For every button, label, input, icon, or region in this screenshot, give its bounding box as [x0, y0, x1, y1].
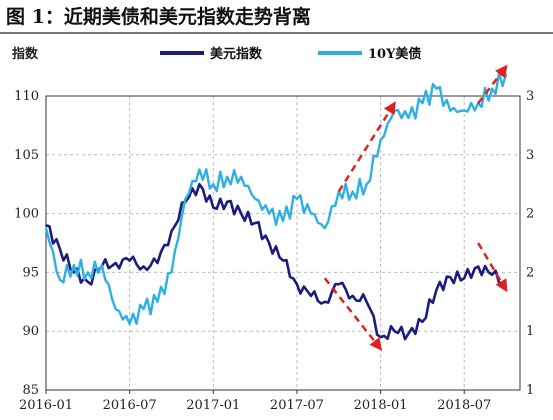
data-point	[393, 330, 396, 333]
data-point	[198, 183, 201, 185]
data-point	[365, 183, 368, 185]
data-point	[505, 73, 507, 75]
data-point	[393, 109, 396, 112]
x-tick-label: 2017-01	[186, 398, 240, 413]
y2-tick-label: 1	[526, 324, 534, 339]
data-point	[324, 301, 326, 303]
data-point	[407, 117, 410, 119]
chart-title: 图 1：近期美债和美元指数走势背离	[0, 0, 553, 34]
y-tick-label: 90	[22, 324, 39, 339]
trend-arrow	[323, 277, 383, 351]
legend-label: 美元指数	[210, 46, 263, 62]
data-point	[351, 190, 354, 193]
x-tick-label: 2018-07	[437, 398, 491, 413]
data-point	[59, 278, 61, 281]
data-point	[226, 176, 229, 178]
data-point	[407, 332, 410, 335]
data-point	[73, 271, 75, 274]
data-point	[240, 212, 242, 215]
x-tick-label: 2016-01	[19, 398, 73, 413]
data-point	[365, 301, 368, 303]
data-point	[226, 201, 229, 203]
data-point	[268, 212, 270, 215]
plot-frame	[45, 95, 521, 391]
y2-tick-label: 1	[526, 383, 534, 398]
data-point	[212, 183, 215, 185]
grid	[45, 95, 520, 391]
data-point	[491, 87, 493, 90]
data-point	[73, 264, 75, 266]
data-point	[142, 308, 145, 310]
data-point	[421, 102, 424, 105]
y-tick-label: 100	[14, 207, 39, 222]
data-point	[156, 301, 159, 303]
trend-arrow	[337, 101, 396, 193]
data-point	[477, 265, 479, 268]
data-point	[156, 262, 159, 264]
data-point	[184, 198, 187, 200]
data-point	[463, 277, 466, 280]
data-point	[45, 227, 47, 230]
data-point	[87, 281, 89, 283]
data-point	[45, 224, 47, 227]
data-point	[379, 336, 382, 338]
trend-arrow	[477, 242, 508, 293]
data-point	[463, 109, 466, 112]
data-point	[170, 271, 173, 274]
series-line-us10y	[44, 71, 508, 326]
data-point	[114, 262, 117, 264]
x-tick-label: 2016-07	[103, 398, 157, 413]
legend: 美元指数 10Y美债	[160, 46, 421, 62]
y2-tick-label: 3	[526, 89, 534, 104]
data-point	[128, 259, 131, 262]
legend-label: 10Y美债	[368, 46, 421, 62]
x-tick-label: 2017-07	[270, 398, 324, 413]
data-point	[324, 227, 326, 230]
y-tick-label: 95	[22, 265, 39, 280]
data-point	[240, 176, 242, 178]
data-point	[491, 273, 493, 276]
data-point	[296, 283, 298, 285]
series-line-usd-index	[45, 182, 507, 341]
data-point	[87, 271, 89, 274]
data-point	[282, 259, 284, 262]
y2-tick-label: 2	[526, 265, 534, 280]
data-point	[254, 222, 256, 224]
axes: 85 90 95 100 105 110 1 1 2 2 3 3 2016-01 2016-07 2017-…	[14, 89, 534, 413]
data-point	[59, 248, 61, 250]
y-tick-label: 85	[22, 383, 39, 398]
data-point	[449, 109, 452, 112]
x-tick-label: 2018-01	[354, 398, 408, 413]
annotations	[323, 64, 508, 351]
data-point	[435, 289, 438, 291]
data-point	[142, 265, 145, 268]
trend-arrow	[477, 64, 508, 105]
y2-tick-label: 3	[526, 148, 534, 163]
y-tick-label: 105	[14, 148, 39, 163]
y2-tick-label: 2	[526, 207, 534, 222]
data-point	[421, 320, 424, 323]
data-point	[268, 242, 270, 244]
data-point	[337, 283, 340, 285]
data-point	[449, 276, 452, 278]
y-tick-label: 110	[14, 89, 39, 104]
data-point	[128, 323, 131, 325]
data-point	[254, 198, 256, 200]
data-point	[198, 168, 201, 171]
data-point	[351, 295, 354, 297]
data-point	[212, 206, 215, 209]
data-point	[505, 283, 507, 285]
data-point	[100, 264, 103, 266]
data-point	[296, 198, 298, 200]
data-point	[310, 212, 312, 215]
data-point	[310, 295, 312, 297]
data-point	[170, 230, 173, 233]
line-chart: 指数 美元指数 10Y美债 85 90 95 100 105 110 1 1 2 2 3 3 2016-0…	[12, 46, 534, 413]
data-point	[379, 139, 382, 141]
data-point	[282, 220, 284, 222]
series-layer	[44, 71, 508, 341]
data-point	[114, 308, 117, 310]
y-axis-label: 指数	[12, 46, 39, 62]
data-point	[435, 87, 438, 90]
